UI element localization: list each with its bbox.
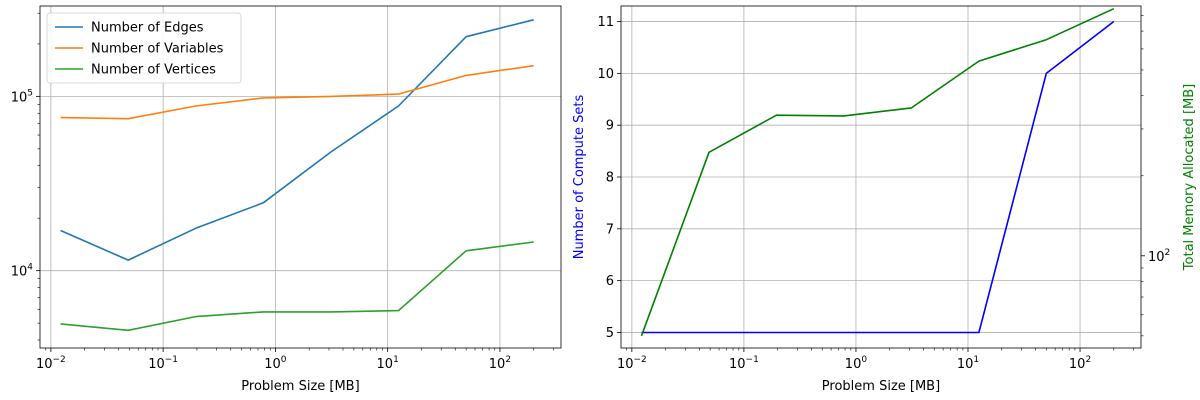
y-tick-label: 8 bbox=[606, 171, 614, 186]
axes-frame bbox=[620, 5, 1142, 349]
series-line-number-of-vertices bbox=[60, 241, 534, 332]
y-tick-label: 104 bbox=[11, 263, 34, 280]
y-tick-label: 9 bbox=[606, 119, 614, 134]
series-lines bbox=[640, 7, 1115, 337]
y-tick-label: 105 bbox=[11, 88, 33, 105]
y-tick-label: 10 bbox=[597, 67, 614, 82]
x-tick-label: 100 bbox=[264, 355, 287, 372]
y-tick-label: 5 bbox=[606, 326, 614, 341]
y2-tick-label: 102 bbox=[1148, 248, 1170, 265]
axes: 10−2 10−1 100 101 102 5 6 7 8 9 10 11 102 Problem Siz… bbox=[572, 5, 1197, 394]
x-tick-label: 101 bbox=[957, 355, 979, 372]
axes: 10−2 10−1 100 101 102 104 105 Problem Size [MB] bbox=[11, 5, 562, 394]
x-axis-label: Problem Size [MB] bbox=[241, 379, 359, 394]
series-line-number-of-variables bbox=[60, 64, 534, 120]
y-tick-label: 6 bbox=[606, 274, 614, 289]
series-line-total-memory-allocated-mb bbox=[640, 7, 1115, 337]
legend-label: Number of Vertices bbox=[91, 63, 216, 78]
legend-label: Number of Variables bbox=[91, 42, 224, 57]
series-line-number-of-edges bbox=[60, 19, 534, 261]
y-tick-label: 7 bbox=[606, 222, 614, 237]
x-tick-label: 10−1 bbox=[148, 355, 178, 372]
legend-box bbox=[46, 12, 242, 84]
left-chart-panel: 10−2 10−1 100 101 102 104 105 Problem Size [MB]… bbox=[11, 5, 562, 394]
series-line-number-of-compute-sets bbox=[641, 20, 1115, 334]
x-tick-label: 10−2 bbox=[617, 355, 647, 372]
x-tick-label: 10−2 bbox=[36, 355, 66, 372]
x-tick-label: 10−1 bbox=[729, 355, 759, 372]
x-tick-label: 102 bbox=[489, 355, 511, 372]
series-lines bbox=[60, 19, 534, 332]
y-tick-label: 11 bbox=[597, 15, 614, 30]
legend-label: Number of Edges bbox=[91, 21, 204, 36]
x-tick-label: 102 bbox=[1069, 355, 1091, 372]
x-tick-label: 100 bbox=[845, 355, 868, 372]
y-axis-label: Number of Compute Sets bbox=[572, 95, 587, 260]
x-axis-label: Problem Size [MB] bbox=[822, 379, 940, 394]
legend: Number of Edges Number of Variables Number… bbox=[46, 12, 242, 84]
x-tick-label: 101 bbox=[377, 355, 399, 372]
y2-axis-label: Total Memory Allocated [MB] bbox=[1182, 84, 1197, 271]
axes-frame bbox=[39, 5, 562, 349]
right-chart-panel: 10−2 10−1 100 101 102 5 6 7 8 9 10 11 102 Problem Siz… bbox=[572, 5, 1197, 394]
grid-lines bbox=[621, 6, 1141, 348]
